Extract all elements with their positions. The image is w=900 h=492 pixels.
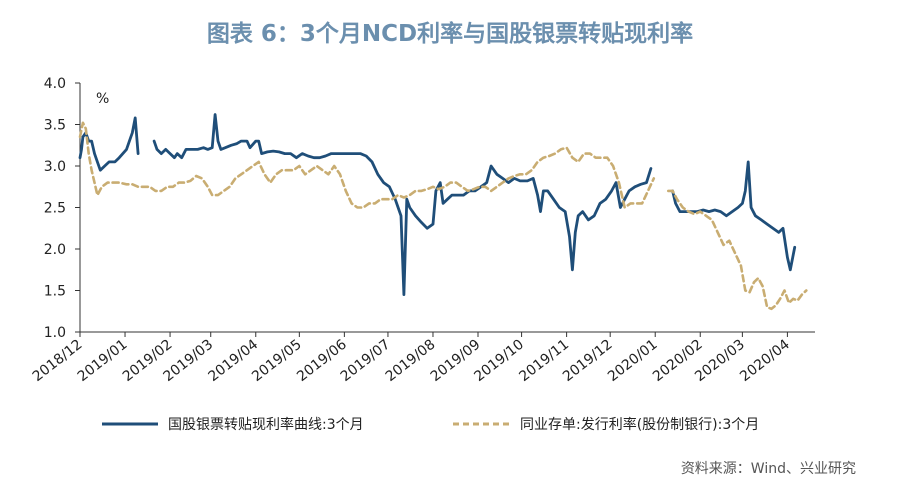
legend-label-2: 同业存单:发行利率(股份制银行):3个月 [520,416,759,433]
y-tick-label: 3.0 [44,159,66,175]
y-tick-label: 1.5 [44,284,66,300]
y-tick-label: 2.5 [44,201,66,217]
x-tick-label: 2020/04 [737,336,793,384]
x-tick-label: 2019/08 [383,337,439,385]
series-line-1 [671,160,797,272]
x-tick-label: 2019/12 [560,337,616,385]
x-tick-label: 2019/05 [249,337,305,385]
series-line-2 [78,121,656,209]
y-tick-label: 3.5 [44,118,66,134]
x-tick-label: 2018/12 [30,337,86,385]
legend-label-1: 国股银票转贴现利率曲线:3个月 [168,416,364,433]
x-tick-label: 2019/07 [338,337,394,385]
series-line-1 [152,113,653,296]
y-tick-label: 4.0 [44,76,66,92]
x-tick-label: 2020/01 [605,337,661,385]
y-axis-label: % [96,91,109,107]
x-tick-label: 2019/01 [75,337,131,385]
chart-title: 图表 6：3个月NCD利率与国股银票转贴现利率 [206,21,694,47]
y-tick-label: 1.0 [44,325,66,341]
series-line-2 [667,189,808,311]
y-tick-label: 2.0 [44,242,66,258]
x-tick-label: 2019/10 [471,337,527,385]
source-note: 资料来源：Wind、兴业研究 [680,461,856,477]
